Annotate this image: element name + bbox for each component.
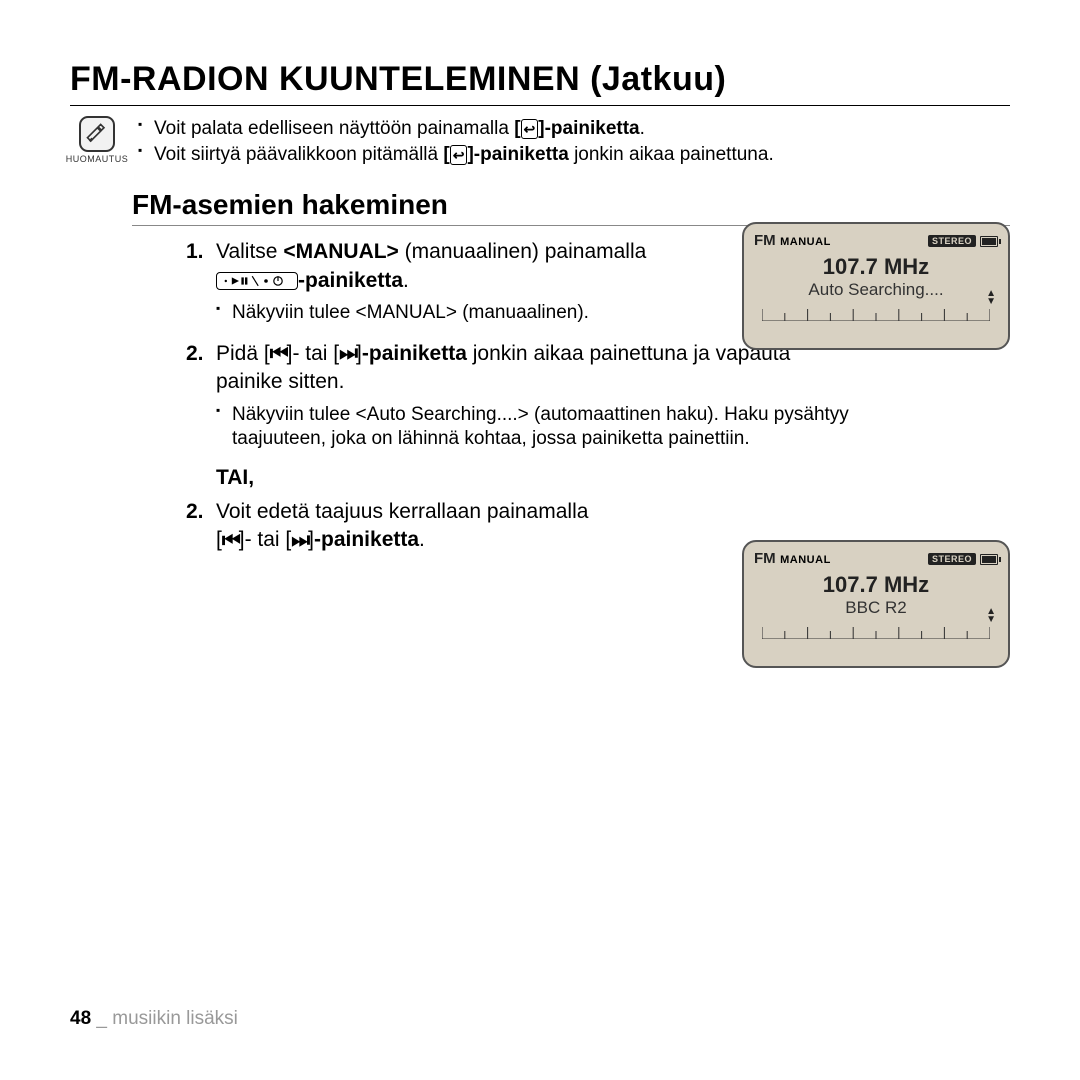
note-icon xyxy=(79,116,115,152)
arrows-icon: ▲▼ xyxy=(986,608,996,624)
step-2: 2. Pidä [⏮]- tai [⏭]-painiketta jonkin a… xyxy=(186,340,826,397)
station-name: BBC R2 xyxy=(754,598,998,618)
status-text: Auto Searching.... xyxy=(754,280,998,300)
next-icon: ⏭ xyxy=(291,527,308,555)
step-2-sub: Näkyviin tulee <Auto Searching....> (aut… xyxy=(216,403,856,452)
page-footer: 48 _ musiikin lisäksi xyxy=(70,1008,238,1030)
note-block: HUOMAUTUS Voit palata edelliseen näyttöö… xyxy=(70,116,1010,167)
note-label: HUOMAUTUS xyxy=(66,154,129,164)
device-screen-2: FM MANUAL STEREO 107.7 MHz BBC R2 ▲▼ xyxy=(742,540,1010,668)
prev-icon: ⏮ xyxy=(270,340,287,368)
note-line-1: Voit palata edelliseen näyttöön painamal… xyxy=(138,116,774,142)
section-heading: FM-asemien hakeminen xyxy=(132,189,1010,226)
arrows-icon: ▲▼ xyxy=(986,290,996,306)
battery-icon xyxy=(980,236,998,247)
or-label: TAI, xyxy=(216,466,1010,490)
battery-icon xyxy=(980,554,998,565)
frequency-display: 107.7 MHz xyxy=(754,254,998,280)
stereo-badge: STEREO xyxy=(928,235,976,247)
frequency-display: 107.7 MHz xyxy=(754,572,998,598)
note-line-2: Voit siirtyä päävalikkoon pitämällä [↩]-… xyxy=(138,142,774,168)
tuner-scale xyxy=(762,626,990,638)
tuner-scale xyxy=(762,308,990,320)
page-title: FM-RADION KUUNTELEMINEN (Jatkuu) xyxy=(70,60,1010,106)
step-2b: 2. Voit edetä taajuus kerrallaan painama… xyxy=(186,498,826,555)
prev-icon: ⏮ xyxy=(222,527,239,555)
next-icon: ⏭ xyxy=(339,340,356,368)
stereo-badge: STEREO xyxy=(928,553,976,565)
device-screen-1: FM MANUAL STEREO 107.7 MHz Auto Searchin… xyxy=(742,222,1010,350)
play-pause-power-icon xyxy=(216,272,298,290)
step-1: 1. Valitse <MANUAL> (manuaalinen) painam… xyxy=(186,238,826,295)
